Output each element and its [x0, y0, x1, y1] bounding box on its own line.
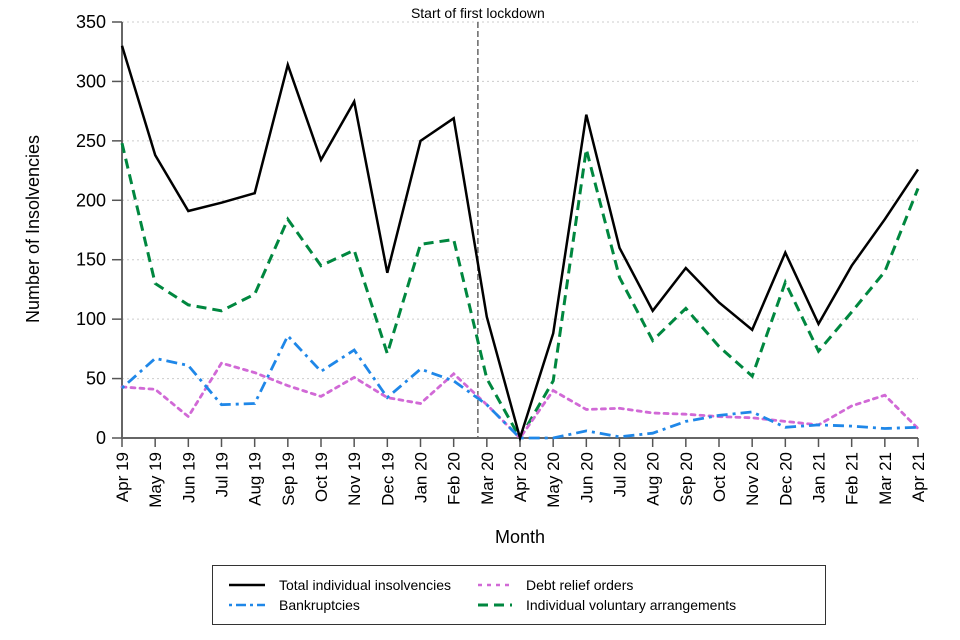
x-tick-label: Oct 19: [312, 452, 331, 502]
x-tick-label: Dec 19: [378, 452, 397, 506]
x-axis-title: Month: [495, 527, 545, 547]
x-tick-label: Jan 21: [810, 452, 829, 503]
x-tick-label: Feb 21: [843, 452, 862, 505]
x-tick-label: Aug 20: [644, 452, 663, 506]
x-tick-label: Feb 20: [445, 452, 464, 505]
y-tick-label: 0: [96, 428, 106, 448]
legend-swatch-total: [229, 583, 265, 587]
x-tick-label: Dec 20: [776, 452, 795, 506]
x-tick-label: Jul 19: [213, 452, 232, 497]
y-axis-ticks: 0 50 100 150 200 250 300 350: [76, 12, 122, 448]
series-lines: [120, 45, 920, 443]
legend-item-dro: Debt relief orders: [476, 575, 633, 595]
y-axis-title: Number of Insolvencies: [23, 135, 43, 323]
x-tick-label: Apr 19: [113, 452, 132, 502]
lockdown-annotation: Start of first lockdown: [411, 5, 545, 21]
x-tick-label: Jul 20: [611, 452, 630, 497]
y-tick-label: 100: [76, 309, 106, 329]
legend-item-iva: Individual voluntary arrangements: [476, 595, 736, 615]
series-line-individual-voluntary-arrangements: [120, 142, 920, 442]
x-tick-label: Nov 19: [345, 452, 364, 506]
x-tick-label: May 19: [146, 452, 165, 508]
legend-item-total: Total individual insolvencies: [229, 575, 451, 595]
y-tick-label: 50: [86, 369, 106, 389]
x-tick-label: Apr 20: [511, 452, 530, 502]
x-tick-label: Nov 20: [743, 452, 762, 506]
x-tick-label: Mar 21: [876, 452, 895, 505]
series-line-total-individual-insolvencies: [120, 45, 920, 443]
y-tick-label: 350: [76, 12, 106, 32]
x-tick-label: Oct 20: [710, 452, 729, 502]
legend-label-iva: Individual voluntary arrangements: [526, 597, 737, 613]
x-tick-label: Jun 19: [179, 452, 198, 503]
x-tick-label: May 20: [544, 452, 563, 508]
x-tick-label: Apr 21: [909, 452, 928, 502]
x-tick-label: Sep 20: [677, 452, 696, 506]
legend-label-bankruptcies: Bankruptcies: [279, 597, 360, 613]
series-line-debt-relief-orders: [120, 361, 920, 441]
x-tick-label: Sep 19: [279, 452, 298, 506]
axes: [121, 22, 918, 439]
x-axis-ticks: Apr 19 May 19 Jun 19 Jul 19 Aug 19 Sep 19 Oct …: [113, 438, 928, 508]
legend-item-bankruptcies: Bankruptcies: [229, 595, 360, 615]
legend-label-dro: Debt relief orders: [526, 577, 634, 593]
y-tick-label: 250: [76, 131, 106, 151]
legend-swatch-iva: [478, 603, 512, 607]
x-tick-label: Jan 20: [412, 452, 431, 503]
y-tick-label: 300: [76, 71, 106, 91]
legend: Total individual insolvencies Bankruptci…: [212, 565, 826, 625]
x-tick-label: Aug 19: [246, 452, 265, 506]
legend-swatch-dro: [478, 583, 512, 587]
x-tick-label: Jun 20: [577, 452, 596, 503]
legend-label-total: Total individual insolvencies: [279, 577, 451, 593]
x-tick-label: Mar 20: [478, 452, 497, 505]
gridlines: [122, 21, 918, 380]
series-line-bankruptcies: [121, 333, 919, 440]
y-tick-label: 200: [76, 190, 106, 210]
y-tick-label: 150: [76, 250, 106, 270]
legend-swatch-bankruptcies: [229, 603, 265, 607]
